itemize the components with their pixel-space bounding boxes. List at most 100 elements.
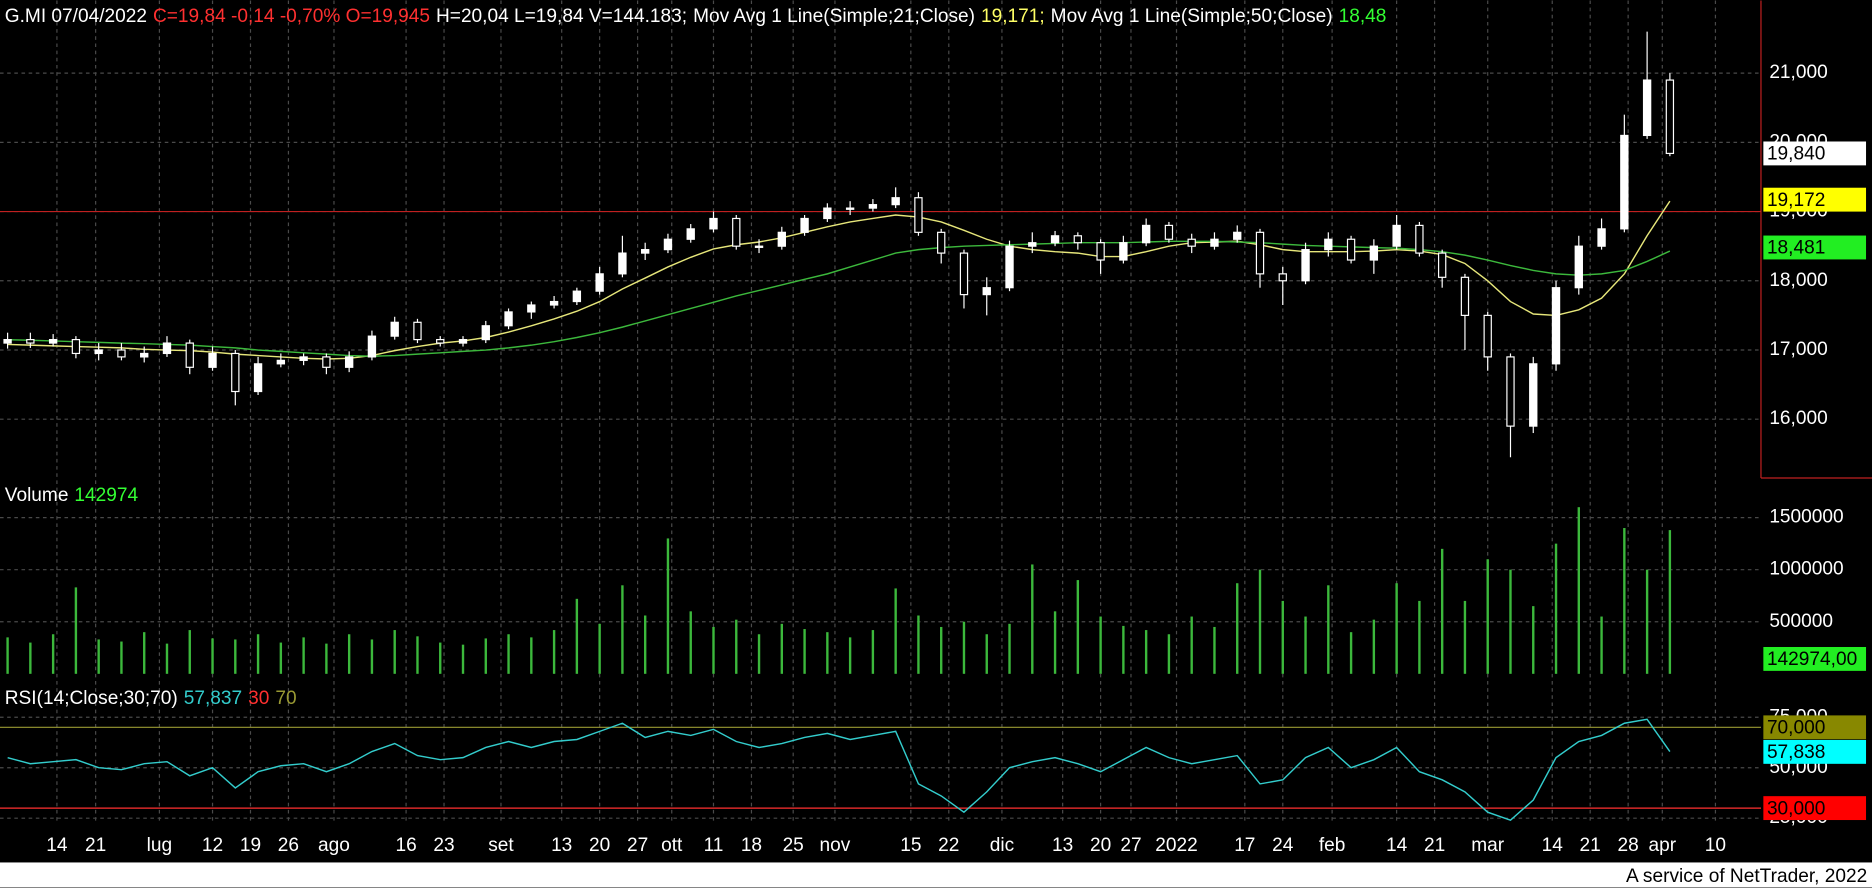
x-tick-label: set bbox=[488, 835, 514, 856]
candle-body bbox=[823, 207, 832, 220]
candle-body bbox=[1483, 314, 1492, 358]
x-tick-label: 2022 bbox=[1155, 835, 1197, 856]
title-part: Mov Avg 1 Line(Simple;21;Close) bbox=[693, 6, 975, 27]
candle-body bbox=[663, 238, 673, 251]
candle-body bbox=[982, 287, 991, 296]
candle-body bbox=[458, 339, 468, 344]
candle-body bbox=[1551, 287, 1561, 365]
candle-body bbox=[800, 217, 809, 233]
x-tick-label: 22 bbox=[938, 835, 959, 856]
candle-body bbox=[1415, 224, 1424, 254]
title-part: 19,171; bbox=[981, 6, 1045, 27]
volume-bar bbox=[1349, 632, 1353, 674]
panel-title: RSI(14;Close;30;70) 57,837 30 70 bbox=[5, 688, 297, 709]
candle-body bbox=[481, 325, 490, 341]
x-tick-label: 20 bbox=[1090, 835, 1111, 856]
volume-bar bbox=[598, 623, 601, 674]
candle-body bbox=[549, 300, 559, 306]
title-part: 18,48 bbox=[1339, 6, 1387, 27]
volume-bar bbox=[1190, 616, 1193, 674]
candle-body bbox=[3, 339, 12, 344]
candle-body bbox=[1665, 79, 1675, 155]
x-tick-label: 26 bbox=[278, 835, 299, 856]
candle-body bbox=[1346, 238, 1356, 261]
candle-body bbox=[276, 359, 286, 365]
candle-body bbox=[1369, 245, 1379, 261]
candle-body bbox=[618, 252, 627, 275]
volume-bar bbox=[188, 630, 191, 674]
volume-bar bbox=[621, 585, 624, 674]
y-tick-label: 1000000 bbox=[1769, 559, 1843, 580]
x-tick-label: 25 bbox=[783, 835, 804, 856]
candle-body bbox=[344, 356, 354, 368]
volume-bar bbox=[917, 615, 920, 674]
panel-title-name: RSI(14;Close;30;70) bbox=[5, 688, 178, 709]
volume-bar bbox=[393, 630, 396, 674]
candle-body bbox=[299, 356, 308, 361]
volume-bar bbox=[894, 588, 897, 674]
candle-body bbox=[641, 249, 650, 254]
candle-body bbox=[868, 204, 878, 209]
title-part: Mov Avg 1 Line(Simple;50;Close) bbox=[1051, 6, 1333, 27]
candle-body bbox=[845, 207, 855, 210]
volume-bar bbox=[1053, 611, 1057, 674]
candle-body bbox=[1324, 238, 1333, 251]
volume-bar bbox=[1076, 580, 1080, 674]
title-part: C=19,84 -0,14 -0,70% O=19,945 bbox=[153, 6, 430, 27]
volume-bar bbox=[302, 637, 305, 674]
volume-bar bbox=[575, 598, 579, 674]
candle-body bbox=[937, 231, 946, 254]
volume-bar bbox=[1008, 623, 1011, 674]
x-tick-label: 13 bbox=[551, 835, 572, 856]
candle-body bbox=[572, 290, 582, 303]
volume-bar bbox=[51, 634, 55, 674]
candle-body bbox=[117, 349, 126, 358]
candle-body bbox=[1392, 224, 1401, 247]
volume-bar bbox=[1099, 616, 1102, 674]
volume-bar bbox=[1600, 616, 1603, 674]
volume-bar bbox=[1509, 569, 1512, 674]
candle-body bbox=[1210, 238, 1219, 247]
candle-body bbox=[732, 217, 741, 247]
y-tick-label: 21,000 bbox=[1769, 62, 1827, 83]
volume-bar bbox=[120, 641, 123, 674]
candle-body bbox=[185, 342, 194, 368]
volume-bar bbox=[712, 626, 715, 674]
background bbox=[0, 0, 1872, 862]
candle-body bbox=[322, 356, 331, 368]
volume-bar bbox=[256, 634, 260, 674]
x-tick-label: 18 bbox=[741, 835, 762, 856]
candle-body bbox=[1529, 363, 1538, 427]
candle-body bbox=[914, 197, 923, 233]
rsi-line bbox=[7, 718, 1671, 822]
volume-bar bbox=[1144, 630, 1148, 674]
candle-body bbox=[1460, 276, 1470, 316]
value-tag bbox=[1763, 141, 1867, 166]
candle-body bbox=[162, 342, 172, 355]
candle-body bbox=[527, 304, 536, 313]
candle-body bbox=[48, 339, 58, 344]
candle-body bbox=[754, 245, 764, 248]
volume-bar bbox=[1418, 600, 1421, 674]
title-part: H=20,04 L=19,84 V=144.183; bbox=[436, 6, 687, 27]
volume-bar bbox=[416, 636, 419, 674]
volume-bar bbox=[1554, 543, 1558, 674]
value-tag-label: 70,000 bbox=[1767, 718, 1825, 739]
candle-body bbox=[1437, 252, 1447, 278]
footer-bar bbox=[0, 862, 1872, 888]
x-tick-label: lug bbox=[147, 835, 172, 856]
volume-bar bbox=[439, 642, 442, 674]
x-tick-label: 17 bbox=[1234, 835, 1255, 856]
volume-bar bbox=[735, 619, 738, 674]
candle-body bbox=[1301, 249, 1310, 282]
x-tick-label: 24 bbox=[1272, 835, 1294, 856]
x-tick-label: 16 bbox=[395, 835, 416, 856]
volume-bar bbox=[962, 621, 966, 674]
volume-bar bbox=[1486, 559, 1489, 674]
x-tick-label: 21 bbox=[1580, 835, 1601, 856]
candle-body bbox=[390, 321, 399, 337]
x-tick-label: ago bbox=[318, 835, 350, 856]
candle-body bbox=[1073, 235, 1083, 244]
title-part: G.MI 07/04/2022 bbox=[5, 6, 147, 27]
volume-bar bbox=[29, 642, 32, 674]
